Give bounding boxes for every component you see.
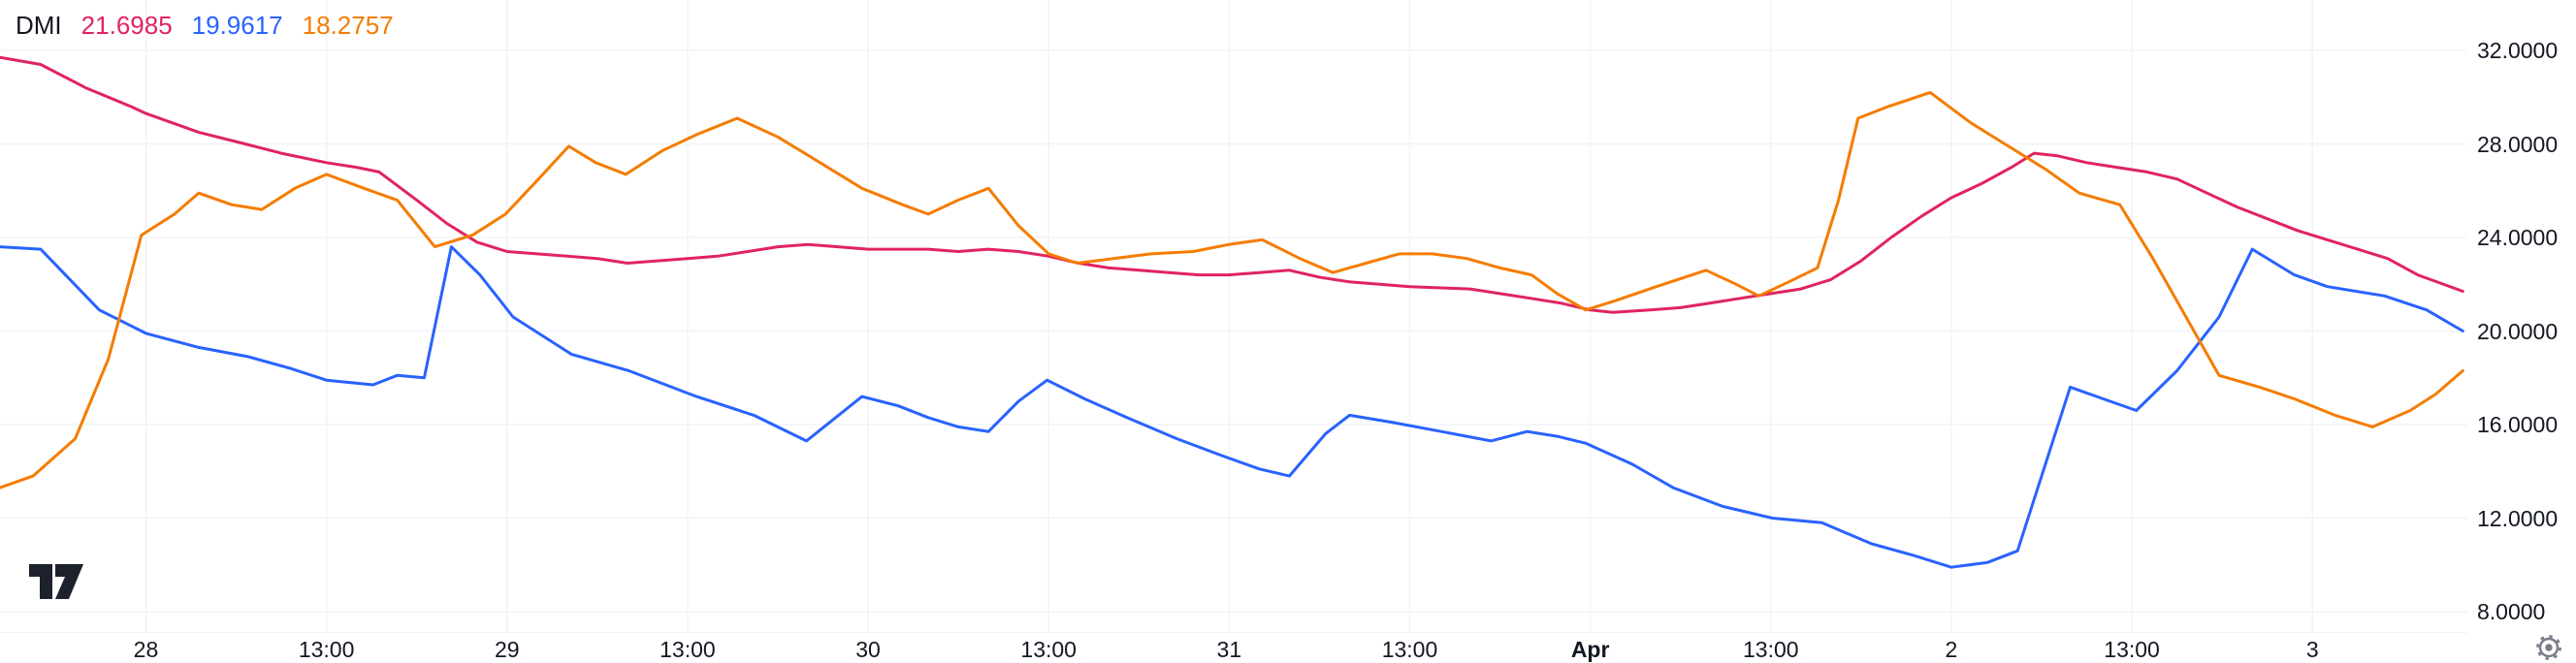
plot-svg bbox=[0, 0, 2467, 632]
x-tick-label: 29 bbox=[494, 637, 520, 662]
series-line-minus-di[interactable] bbox=[0, 90, 2464, 489]
x-tick-label: 30 bbox=[855, 637, 881, 662]
x-tick-label: 2 bbox=[1945, 637, 1958, 662]
x-tick-label: 13:00 bbox=[1381, 637, 1438, 662]
tradingview-logo-icon[interactable] bbox=[29, 564, 83, 599]
gridlines bbox=[0, 0, 2467, 632]
x-tick-label: 13:00 bbox=[2104, 637, 2160, 662]
legend-value-minus-di: 18.2757 bbox=[302, 11, 394, 40]
axis-corner bbox=[2467, 632, 2576, 663]
series-lines bbox=[0, 55, 2464, 569]
y-tick-label: 28.0000 bbox=[2477, 131, 2559, 157]
x-tick-label: 3 bbox=[2305, 637, 2319, 662]
series-line-adx[interactable] bbox=[0, 55, 2464, 314]
y-tick-label: 16.0000 bbox=[2477, 412, 2559, 437]
y-tick-label: 20.0000 bbox=[2477, 318, 2559, 344]
y-tick-label: 24.0000 bbox=[2477, 225, 2559, 250]
y-tick-label: 8.0000 bbox=[2477, 599, 2546, 624]
legend-value-adx: 21.6985 bbox=[80, 11, 173, 40]
indicator-title: DMI bbox=[16, 11, 62, 40]
settings-icon[interactable] bbox=[2535, 634, 2562, 661]
x-tick-label: 13:00 bbox=[298, 637, 355, 662]
legend-value-plusminus-di: 19.9617 bbox=[191, 11, 283, 40]
x-tick-label: 31 bbox=[1216, 637, 1242, 662]
plot-area[interactable]: DMI 21.6985 19.9617 18.2757 bbox=[0, 0, 2467, 632]
indicator-legend[interactable]: DMI 21.6985 19.9617 18.2757 bbox=[16, 10, 394, 41]
series-line-plusminus-di[interactable] bbox=[0, 245, 2464, 569]
x-tick-label: Apr bbox=[1570, 637, 1610, 662]
x-tick-label: 13:00 bbox=[1020, 637, 1077, 662]
price-scale[interactable]: 32.0000 28.0000 24.0000 20.0000 16.0000 12.00… bbox=[2467, 0, 2576, 632]
y-tick-label: 32.0000 bbox=[2477, 38, 2559, 63]
x-tick-label: 28 bbox=[133, 637, 159, 662]
x-tick-label: 13:00 bbox=[1743, 637, 1799, 662]
x-tick-label: 13:00 bbox=[660, 637, 716, 662]
y-tick-label: 12.0000 bbox=[2477, 505, 2559, 531]
time-scale[interactable]: 28 13:00 29 13:00 30 13:00 31 13:00 Apr 13:00 2 13:… bbox=[0, 632, 2467, 663]
